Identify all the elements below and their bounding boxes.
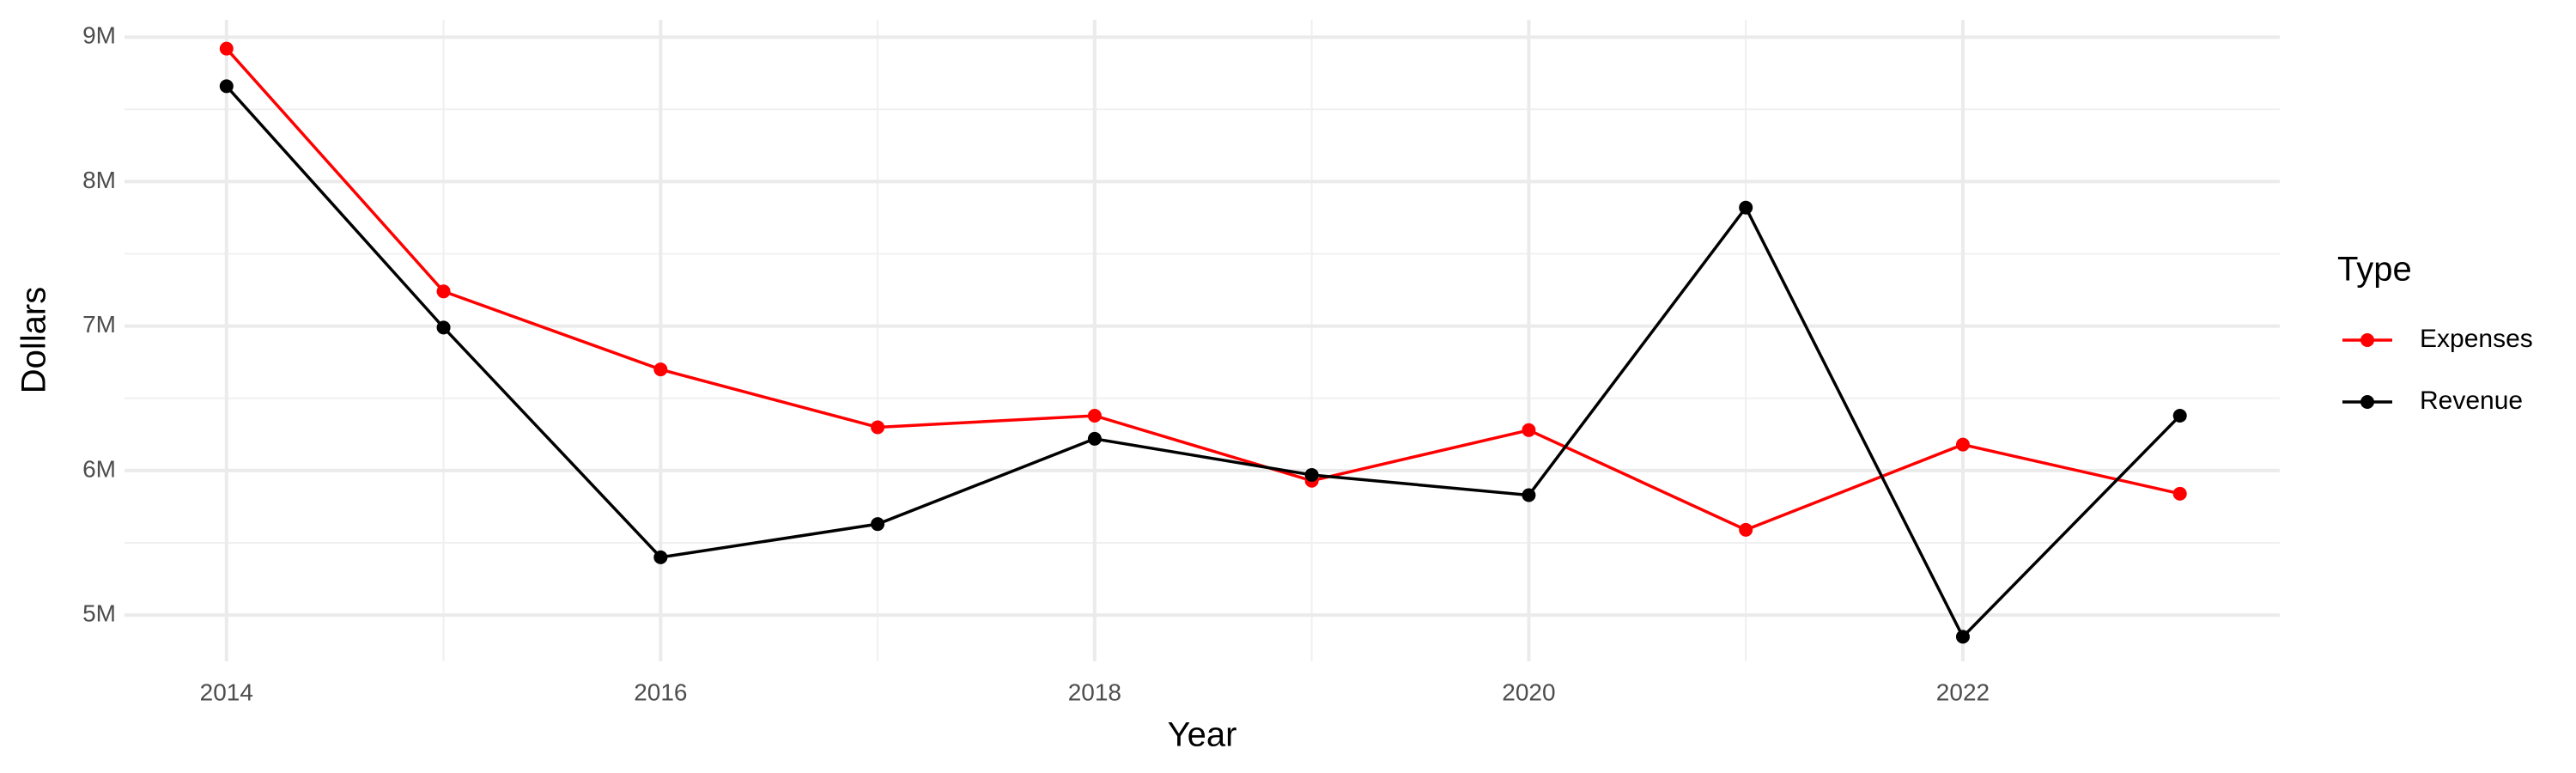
data-point: [1522, 488, 1536, 502]
data-point: [1087, 431, 1102, 446]
data-point: [436, 284, 451, 299]
legend-dot: [2360, 395, 2374, 409]
data-point: [219, 79, 234, 94]
legend-label: Expenses: [2420, 325, 2533, 353]
data-point: [1739, 200, 1753, 215]
legend-label: Revenue: [2420, 386, 2523, 415]
data-point: [1087, 408, 1102, 423]
grid: [125, 20, 2280, 661]
series-line: [225, 85, 2181, 640]
legend-dot: [2360, 333, 2374, 347]
x-tick-label: 2014: [200, 679, 253, 705]
data-point: [2172, 486, 2187, 501]
data-point: [871, 420, 885, 435]
data-point: [1304, 467, 1319, 482]
data-point: [436, 320, 451, 335]
y-tick-label: 7M: [82, 311, 116, 338]
x-tick-label: 2022: [1936, 679, 1990, 705]
x-tick-label: 2020: [1502, 679, 1555, 705]
series-line: [225, 47, 2181, 532]
x-tick-label: 2018: [1068, 679, 1121, 705]
y-tick-label: 9M: [82, 22, 116, 49]
y-tick-label: 8M: [82, 167, 116, 193]
x-axis-title: Year: [1168, 716, 1237, 754]
data-point: [2172, 408, 2187, 423]
data-point: [871, 517, 885, 532]
data-point: [653, 550, 668, 564]
data-point: [1522, 423, 1536, 437]
x-tick-label: 2016: [634, 679, 687, 705]
y-tick-label: 6M: [82, 455, 116, 482]
data-point: [1955, 437, 1970, 452]
data-point: [1739, 522, 1753, 537]
data-point: [219, 41, 234, 56]
data-point: [653, 362, 668, 377]
y-axis-title: Dollars: [15, 287, 53, 393]
legend-title: Type: [2337, 251, 2412, 289]
y-tick-label: 5M: [82, 600, 116, 627]
data-point: [1955, 630, 1970, 644]
